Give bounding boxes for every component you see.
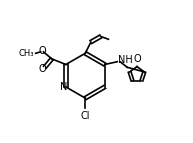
Text: O: O [38, 46, 46, 56]
Text: Cl: Cl [80, 111, 90, 121]
Text: O: O [39, 64, 47, 74]
Text: N: N [60, 82, 67, 92]
Text: NH: NH [118, 55, 133, 65]
Text: CH₃: CH₃ [18, 49, 34, 58]
Text: O: O [133, 54, 141, 64]
